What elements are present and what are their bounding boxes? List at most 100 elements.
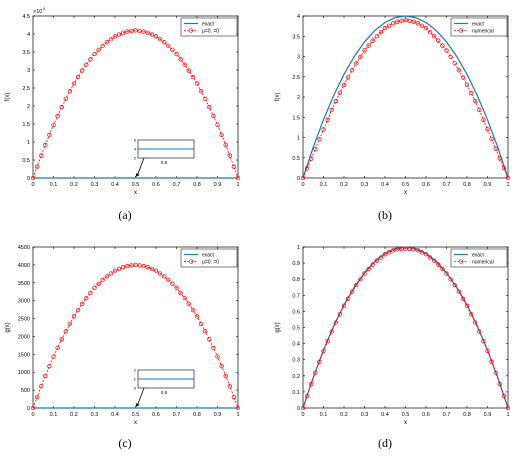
series-point: [55, 345, 60, 351]
series-point: [59, 105, 64, 110]
legend-marker: [188, 259, 194, 264]
series-point: [345, 75, 351, 80]
caption-b: (b): [378, 208, 392, 222]
series-point: [321, 127, 326, 132]
series-point: [452, 61, 457, 66]
y-tick-label: 0.5: [22, 158, 30, 164]
series-point: [440, 43, 445, 48]
legend-marker: [458, 259, 464, 264]
series-point: [464, 303, 470, 308]
x-tick-label: 0.6: [422, 182, 430, 188]
series-point: [481, 339, 486, 344]
series-point: [481, 117, 486, 122]
x-tick-label: 0.8: [463, 412, 471, 418]
y-tick-label: 2: [297, 95, 300, 101]
y-tick-label: 0.4: [292, 342, 300, 348]
series-point: [427, 30, 433, 35]
series-point: [313, 370, 318, 375]
series-point: [300, 405, 306, 411]
series-point: [30, 405, 36, 411]
series-point: [100, 277, 105, 282]
series-dashed-line: [32, 264, 239, 409]
series-point: [485, 348, 490, 353]
legend-marker: [458, 28, 464, 33]
y-multiplier: ×10: [33, 9, 42, 15]
series-point: [395, 19, 400, 24]
inset-y-tick-label: 4: [134, 147, 137, 152]
legend-label: exact: [202, 22, 215, 28]
series-point: [395, 247, 400, 252]
series-point: [203, 96, 208, 102]
y-tick-label: 3: [27, 68, 30, 74]
y-tick-label: 0.3: [292, 358, 300, 364]
series-point: [403, 17, 408, 23]
series-point: [207, 337, 212, 342]
y-tick-label: 1500: [18, 352, 30, 358]
x-axis-label: x: [134, 420, 137, 426]
y-tick-label: 2000: [18, 334, 30, 340]
series-point: [309, 156, 314, 161]
series-point: [55, 113, 60, 119]
series-point: [203, 329, 208, 334]
series-point: [399, 246, 404, 252]
series-point: [129, 28, 134, 34]
legend-label: exact: [472, 253, 485, 259]
series-point: [304, 166, 310, 171]
series-point: [337, 90, 343, 96]
legend-label: exact: [202, 253, 215, 259]
series-point: [88, 290, 93, 296]
series-point: [227, 384, 232, 389]
x-tick-label: 0.7: [173, 412, 181, 418]
series-point: [497, 156, 502, 161]
series-point: [96, 281, 101, 286]
y-axis-label: g(x): [5, 322, 11, 332]
series-point: [39, 153, 44, 158]
inset: 0 1 2 0.5: [134, 368, 195, 407]
x-tick-label: 0.7: [443, 182, 451, 188]
series-point: [198, 321, 204, 327]
x-tick-label: 0.3: [361, 182, 369, 188]
series-point: [227, 153, 232, 158]
chart-b: 0 0.1 0.2 0.3 0.4 0.5 0.6 0.7 0.8 0.9 1 0 0.5 1 1.5 2 2.…: [275, 14, 511, 196]
series-point: [190, 74, 196, 80]
x-tick-label: 1: [236, 412, 239, 418]
y-tick-label: 4: [27, 32, 30, 38]
series-point: [219, 364, 224, 369]
legend-box: [450, 17, 508, 37]
series-point: [96, 47, 101, 53]
series-point: [182, 62, 187, 67]
series-point: [182, 295, 187, 301]
series-point: [80, 68, 85, 73]
series-point: [436, 38, 441, 43]
x-tick-label: 0.2: [340, 182, 348, 188]
series-point: [215, 354, 220, 359]
series-point: [473, 98, 478, 104]
legend-label: μ=0. =0: [202, 29, 219, 35]
series-point: [75, 74, 81, 80]
x-tick-label: 0.4: [381, 412, 389, 418]
series-point: [386, 23, 392, 28]
series-point: [423, 252, 429, 257]
series-line-exact: [302, 15, 509, 179]
series-point: [104, 40, 109, 45]
series-point: [162, 274, 167, 279]
y-tick-label: 500: [21, 388, 30, 394]
series-point: [432, 258, 437, 263]
y-tick-label: 1: [297, 136, 300, 142]
series-point: [34, 394, 40, 400]
x-tick-label: 0.8: [193, 182, 201, 188]
series-point: [166, 43, 171, 48]
series-point: [141, 263, 146, 269]
x-tick-label: 0.2: [70, 412, 78, 418]
series-point: [84, 62, 89, 67]
x-tick-label: 0.8: [193, 412, 201, 418]
series-point: [34, 164, 40, 169]
x-tick-label: 1: [506, 412, 509, 418]
series-point: [407, 18, 412, 24]
y-tick-label: 0.5: [292, 156, 300, 162]
legend-box: [180, 248, 238, 268]
x-tick-label: 0.1: [320, 182, 328, 188]
series-point: [497, 382, 502, 387]
series-point: [378, 30, 384, 35]
